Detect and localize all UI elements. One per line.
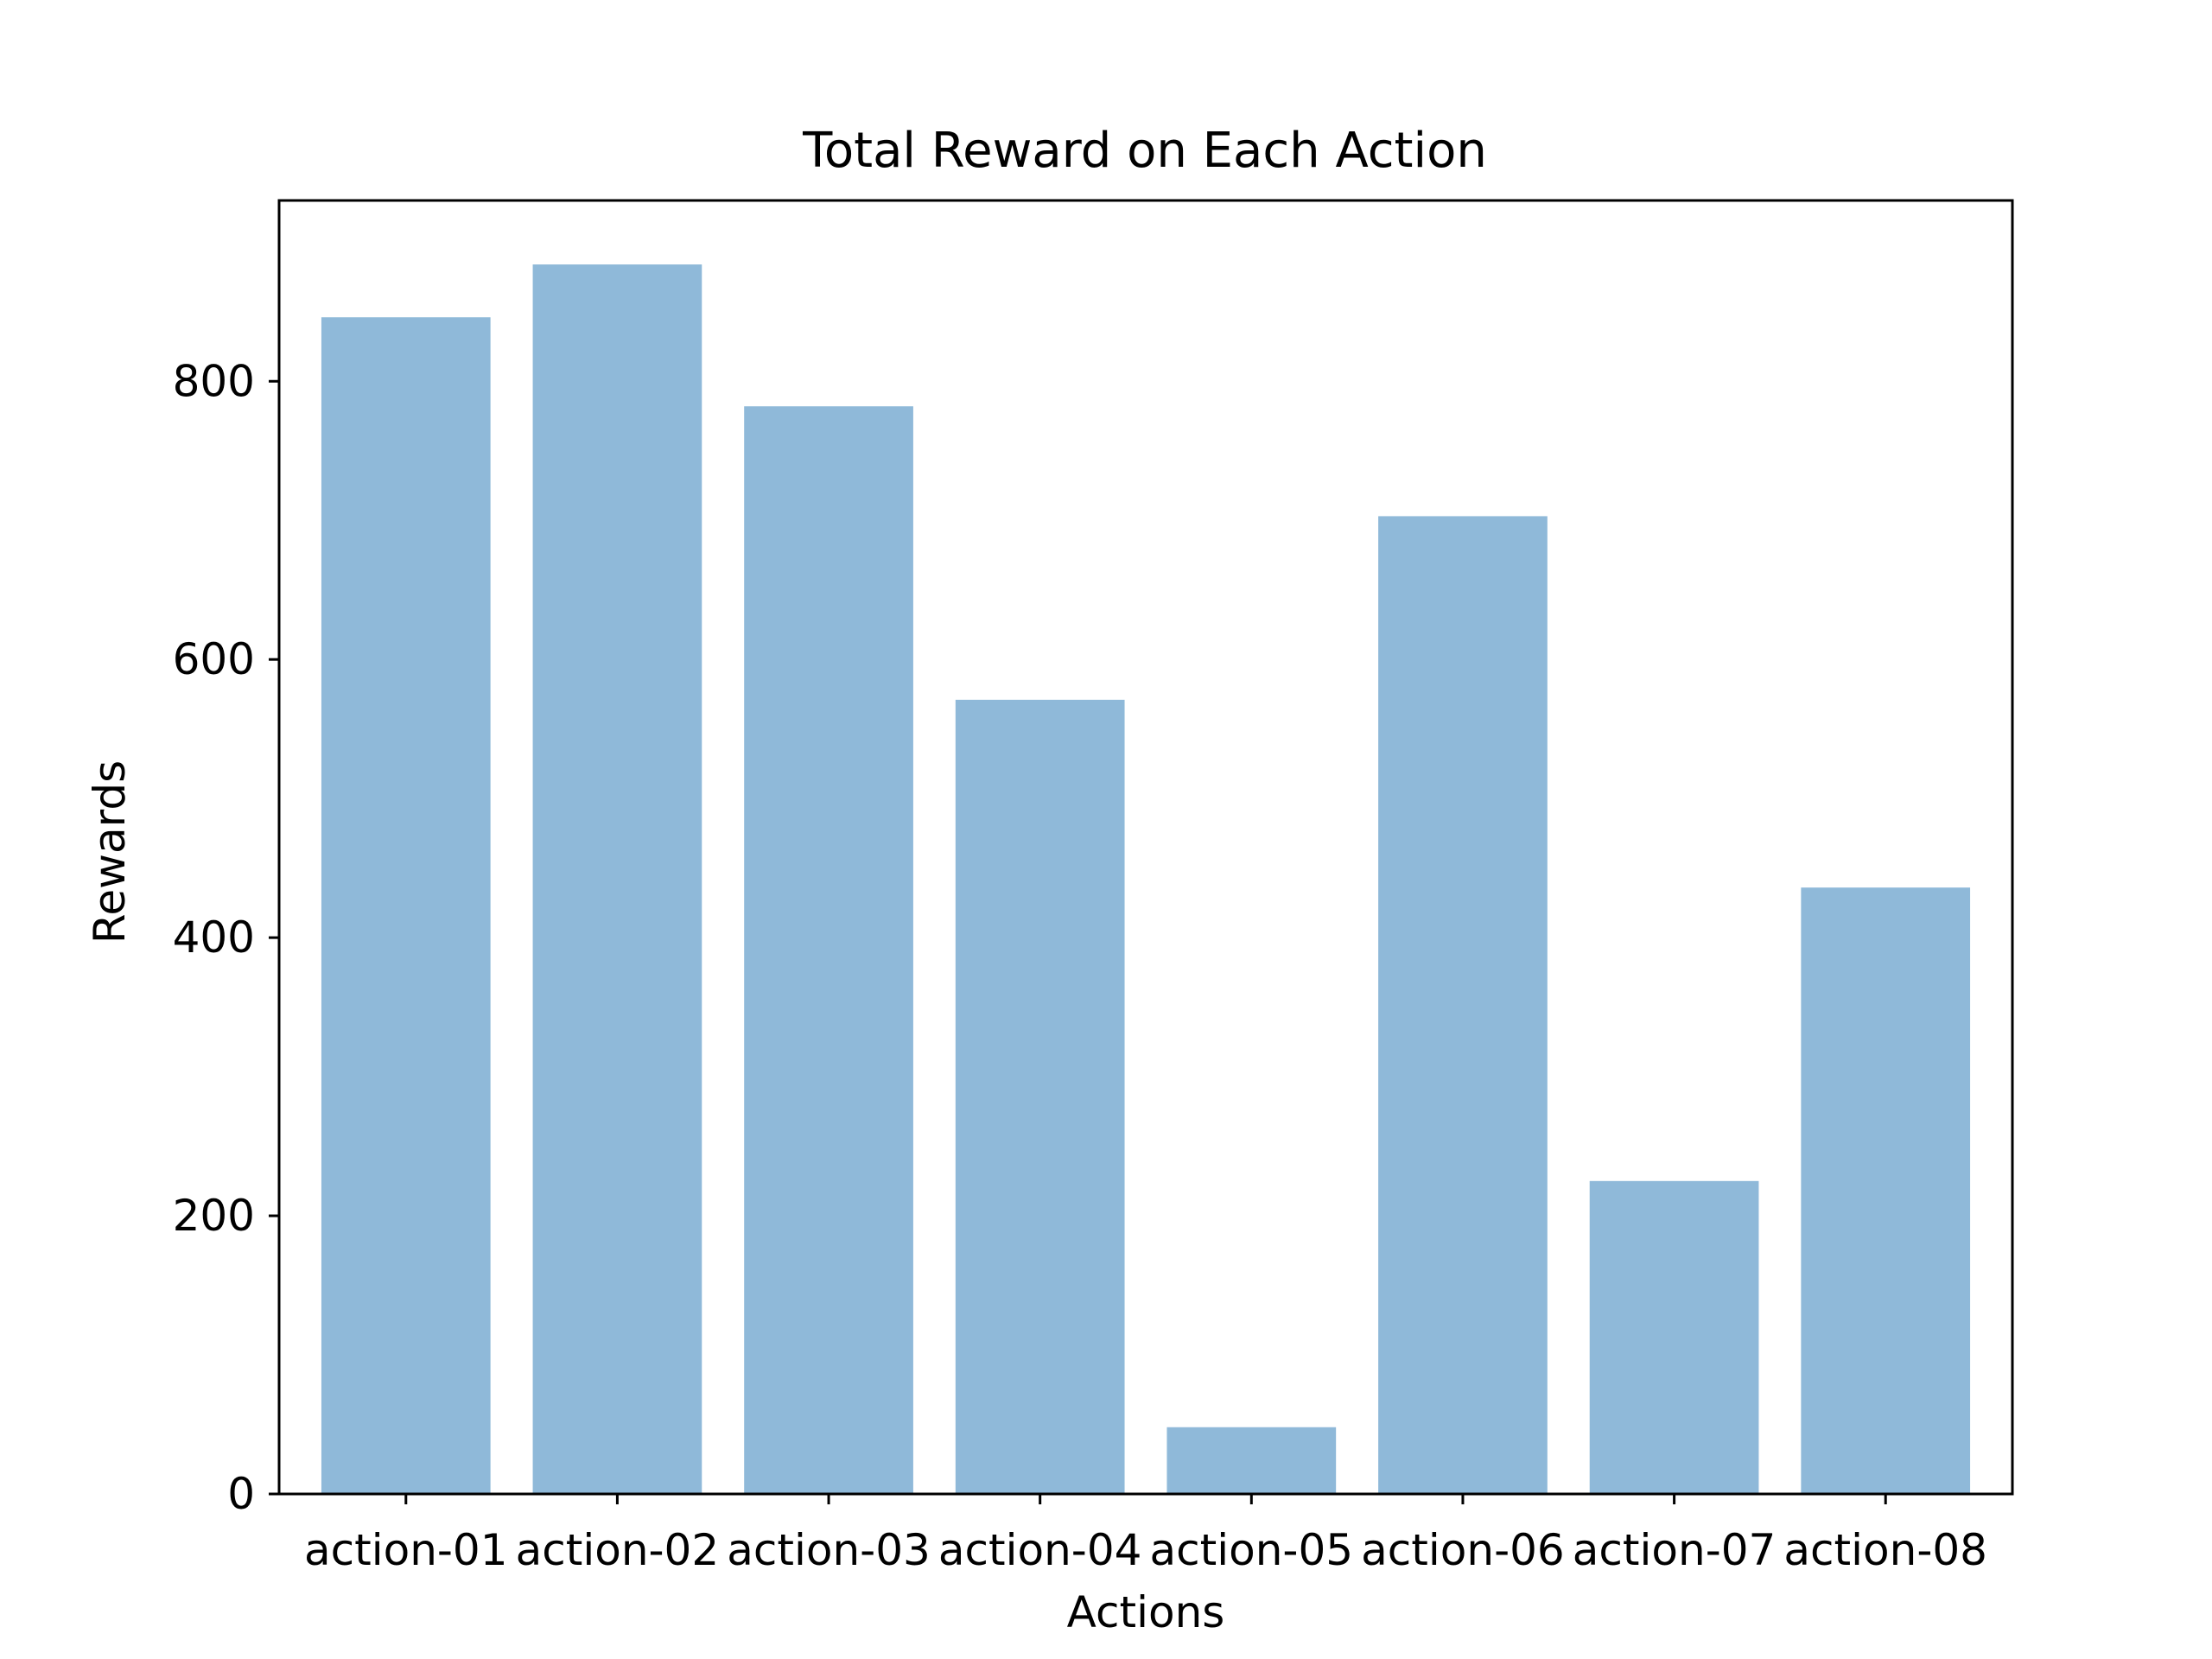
bar-action-01: [321, 317, 491, 1495]
bar-action-08: [1801, 887, 1971, 1494]
y-tick-label: 200: [173, 1191, 255, 1241]
bar-action-02: [532, 264, 702, 1494]
chart-title: Total Reward on Each Action: [802, 123, 1487, 179]
x-axis-label: Actions: [1067, 1587, 1225, 1637]
x-tick-label: action-07: [1573, 1525, 1777, 1575]
y-axis-ticks: 0 200 400 600 800: [173, 356, 279, 1519]
x-tick-label: action-04: [938, 1525, 1142, 1575]
bar-action-07: [1589, 1180, 1759, 1494]
bar-action-06: [1378, 516, 1548, 1494]
y-axis-label: Rewards: [85, 760, 135, 944]
bars-group: [321, 264, 1971, 1495]
x-axis-ticks: action-01 action-02 action-03 action-04 acti…: [304, 1494, 1987, 1575]
y-tick-label: 400: [173, 912, 255, 963]
y-tick-label: 800: [173, 356, 255, 406]
plot-frame: [277, 199, 2014, 1496]
x-tick-label: action-03: [727, 1525, 931, 1575]
y-tick-label: 0: [227, 1469, 255, 1519]
bar-action-04: [955, 699, 1125, 1494]
x-tick-label: action-08: [1783, 1525, 1987, 1575]
x-tick-label: action-05: [1150, 1525, 1354, 1575]
x-tick-label: action-06: [1361, 1525, 1565, 1575]
y-tick-label: 600: [173, 634, 255, 684]
x-tick-label: action-01: [304, 1525, 508, 1575]
bar-action-03: [744, 406, 913, 1495]
bar-action-05: [1166, 1427, 1337, 1494]
x-tick-label: action-02: [516, 1525, 720, 1575]
